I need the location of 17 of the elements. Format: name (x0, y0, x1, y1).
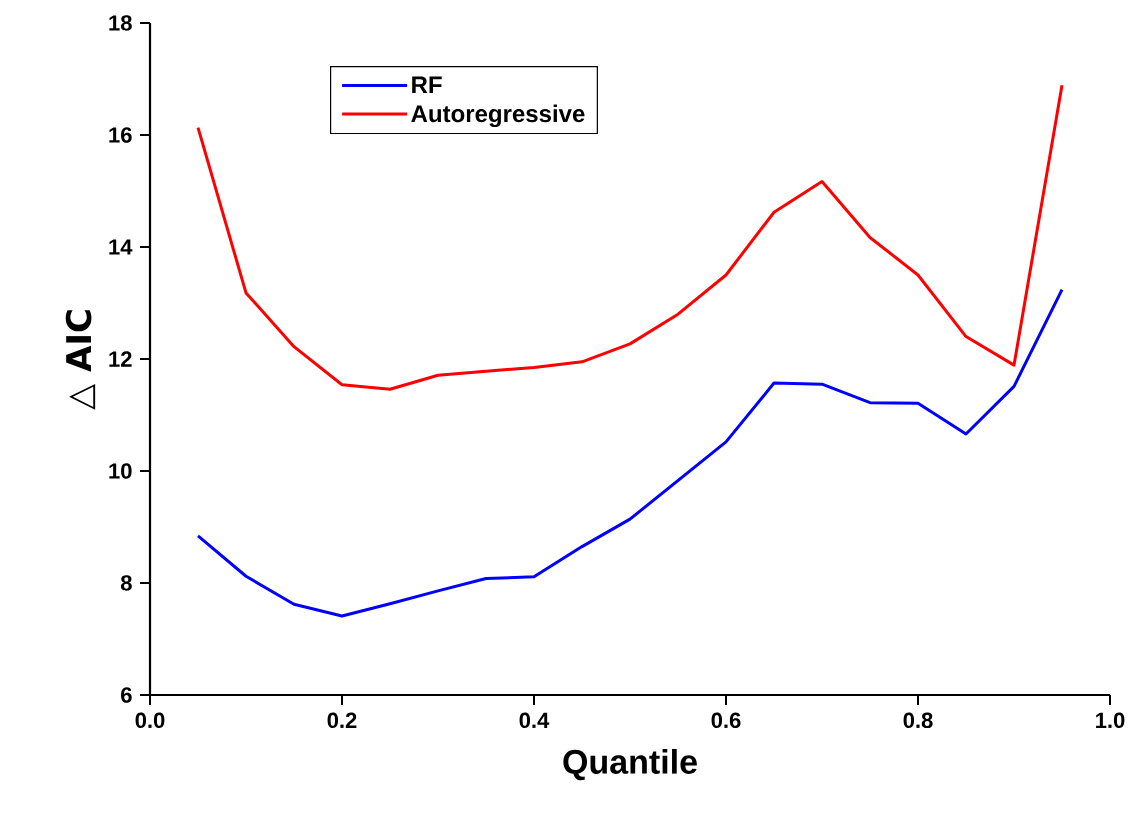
y-tick-label: 18 (109, 15, 132, 31)
y-tick-label: 10 (109, 463, 132, 479)
y-tick-label: 12 (109, 351, 132, 367)
legend-label: RF (412, 76, 442, 94)
x-tick-label: 1.0 (1096, 712, 1125, 729)
y-axis-title: △ AIC (65, 310, 96, 410)
legend-label: Autoregressive (411, 104, 585, 128)
x-tick-label: 0.4 (519, 712, 550, 729)
y-tick-label: 14 (109, 239, 133, 255)
x-tick-label: 0.6 (711, 712, 741, 729)
y-tick-label: 16 (109, 127, 132, 143)
x-axis-title: Quantile (563, 748, 697, 781)
y-tick-label: 6 (121, 687, 132, 703)
x-tick-label: 0.8 (903, 712, 933, 729)
x-tick-label: 0.2 (327, 712, 357, 729)
x-tick-label: 0.0 (135, 712, 165, 729)
y-tick-label: 8 (120, 575, 132, 591)
